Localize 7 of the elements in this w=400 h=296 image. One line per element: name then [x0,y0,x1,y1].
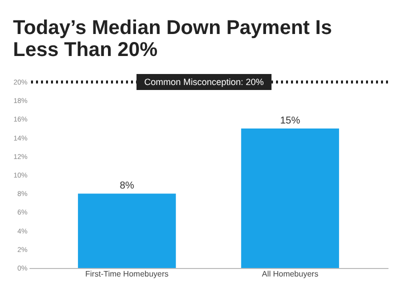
x-tick-label: First-Time Homebuyers [85,270,169,278]
x-tick-label: All Homebuyers [262,270,318,278]
data-label: 8% [120,180,134,192]
ref-line-label: Common Misconception: 20% [144,77,264,87]
text: Less Than 20% [12,39,158,61]
data-label: 15% [280,116,300,126]
text: Today’s Median Down Payment Is [12,17,332,39]
